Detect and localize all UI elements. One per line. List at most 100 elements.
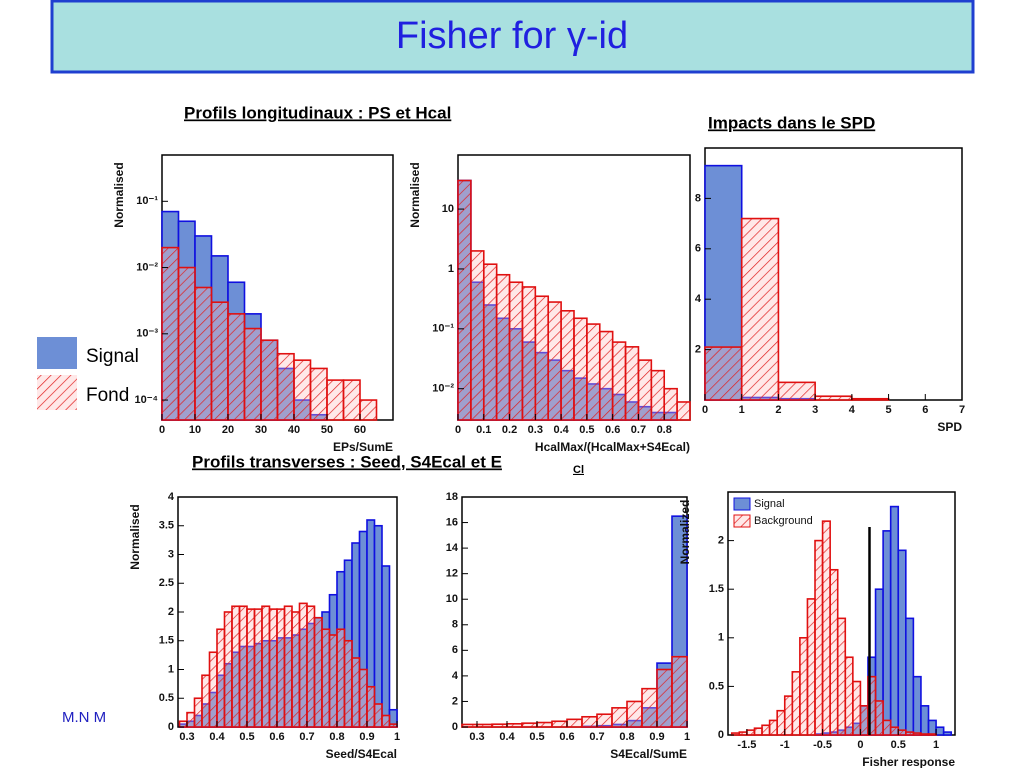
y-tick-label: 16 <box>446 516 458 528</box>
histogram-bar <box>874 700 884 736</box>
histogram-bar <box>935 726 945 736</box>
histogram-bar <box>231 605 241 728</box>
x-tick-label: 0.5 <box>529 731 544 743</box>
x-tick-label: 0.1 <box>476 424 491 436</box>
histogram-bar <box>852 680 862 736</box>
histogram-bar <box>560 309 575 421</box>
histogram-bar <box>306 605 316 728</box>
histogram-bar <box>611 707 628 728</box>
histogram-bar <box>829 568 839 736</box>
histogram-bar <box>897 729 907 736</box>
heading: Profils transverses : Seed, S4Ecal et E <box>192 452 502 471</box>
histogram-bar <box>482 263 498 421</box>
heading-subscript: Cl <box>573 464 584 476</box>
legend-swatch <box>37 337 77 369</box>
y-tick-label: 18 <box>446 491 458 503</box>
histogram-bar <box>912 732 922 736</box>
histogram-bar <box>836 617 847 736</box>
histogram-bar <box>611 341 627 421</box>
histogram-bar <box>596 713 613 728</box>
histogram-bar <box>495 273 511 421</box>
histogram-bar <box>268 608 278 728</box>
histogram-bar <box>476 723 493 728</box>
histogram-bar <box>313 616 323 728</box>
x-tick-label: 50 <box>321 424 333 436</box>
histogram-bar <box>656 668 673 728</box>
histogram-bar <box>342 379 361 421</box>
x-axis-label: EPs/SumE <box>333 440 393 454</box>
legend-label: Signal <box>86 346 139 367</box>
histogram-bar <box>598 330 614 421</box>
y-tick-label: 10⁻¹ <box>136 195 158 207</box>
y-tick-label: 1.5 <box>159 635 174 647</box>
y-axis-label: Normalized <box>678 500 692 565</box>
x-axis-label: Fisher response <box>862 755 955 768</box>
histogram-bar <box>859 705 869 736</box>
y-tick-label: 10⁻³ <box>136 328 158 340</box>
y-tick-label: 8 <box>695 192 701 204</box>
histogram-bar <box>776 709 786 736</box>
y-tick-label: 2 <box>718 535 724 547</box>
histogram-bar <box>293 359 312 421</box>
y-tick-label: 1.5 <box>709 583 724 595</box>
histogram-bar <box>624 346 640 421</box>
legend-swatch <box>733 497 751 511</box>
histogram-bar <box>704 346 743 401</box>
histogram-bar <box>223 611 233 728</box>
y-tick-label: 0.5 <box>159 692 174 704</box>
x-tick-label: 0 <box>159 424 165 436</box>
histogram-bar <box>470 250 485 421</box>
y-tick-label: 6 <box>452 644 458 656</box>
histogram-bar <box>491 723 508 728</box>
histogram-bar <box>897 549 907 736</box>
histogram-bar <box>358 668 368 728</box>
histogram-bar <box>905 617 915 736</box>
y-tick-label: 4 <box>452 670 459 682</box>
y-tick-label: 2 <box>695 344 701 356</box>
histogram-bar <box>586 323 601 421</box>
histogram-bar <box>260 339 279 421</box>
histogram-bar <box>388 723 398 728</box>
histogram-bar <box>506 723 523 728</box>
histogram-bar <box>671 655 688 728</box>
x-tick-label: 0.9 <box>359 731 374 743</box>
x-tick-label: 0.3 <box>528 424 543 436</box>
histogram-bar <box>912 675 922 736</box>
histogram-bar <box>194 286 213 421</box>
legend-swatch <box>733 514 751 528</box>
histogram-bar <box>927 719 937 736</box>
histogram-bar <box>663 387 678 421</box>
y-tick-label: 0 <box>718 729 724 741</box>
histogram-bar <box>246 608 256 728</box>
histogram-bar <box>761 724 771 736</box>
histogram-bar <box>283 605 293 728</box>
histogram-bar <box>920 733 930 736</box>
legend-label: Fond <box>86 385 129 406</box>
x-tick-label: 1 <box>684 731 690 743</box>
y-tick-label: 1 <box>718 632 724 644</box>
x-tick-label: 1 <box>739 404 745 416</box>
histogram-bar <box>243 327 262 421</box>
y-tick-label: 3 <box>168 548 174 560</box>
histogram-bar <box>573 317 588 421</box>
x-tick-label: 0.5 <box>579 424 594 436</box>
x-tick-label: 0.6 <box>605 424 620 436</box>
x-tick-label: 0.4 <box>209 731 225 743</box>
footer: M.N M <box>62 709 106 726</box>
histogram-bar <box>291 611 301 728</box>
histogram-bar <box>253 608 263 728</box>
y-tick-label: 10⁻² <box>432 383 454 395</box>
histogram-bar <box>336 628 346 728</box>
x-tick-label: 0.2 <box>502 424 517 436</box>
x-tick-label: 0.8 <box>619 731 634 743</box>
x-tick-label: 0.4 <box>553 424 569 436</box>
x-tick-label: -1 <box>780 739 790 751</box>
y-tick-label: 0 <box>168 721 174 733</box>
x-axis-label: S4Ecal/SumE <box>610 747 687 761</box>
y-tick-label: 3.5 <box>159 520 174 532</box>
y-tick-label: 6 <box>695 243 701 255</box>
histogram-bar <box>227 313 246 421</box>
histogram-bar <box>566 718 583 728</box>
x-tick-label: 2 <box>775 404 781 416</box>
